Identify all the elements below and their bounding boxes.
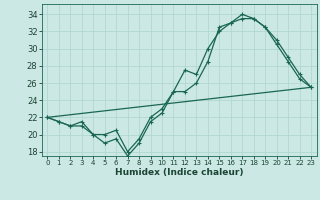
X-axis label: Humidex (Indice chaleur): Humidex (Indice chaleur) [115, 168, 244, 177]
